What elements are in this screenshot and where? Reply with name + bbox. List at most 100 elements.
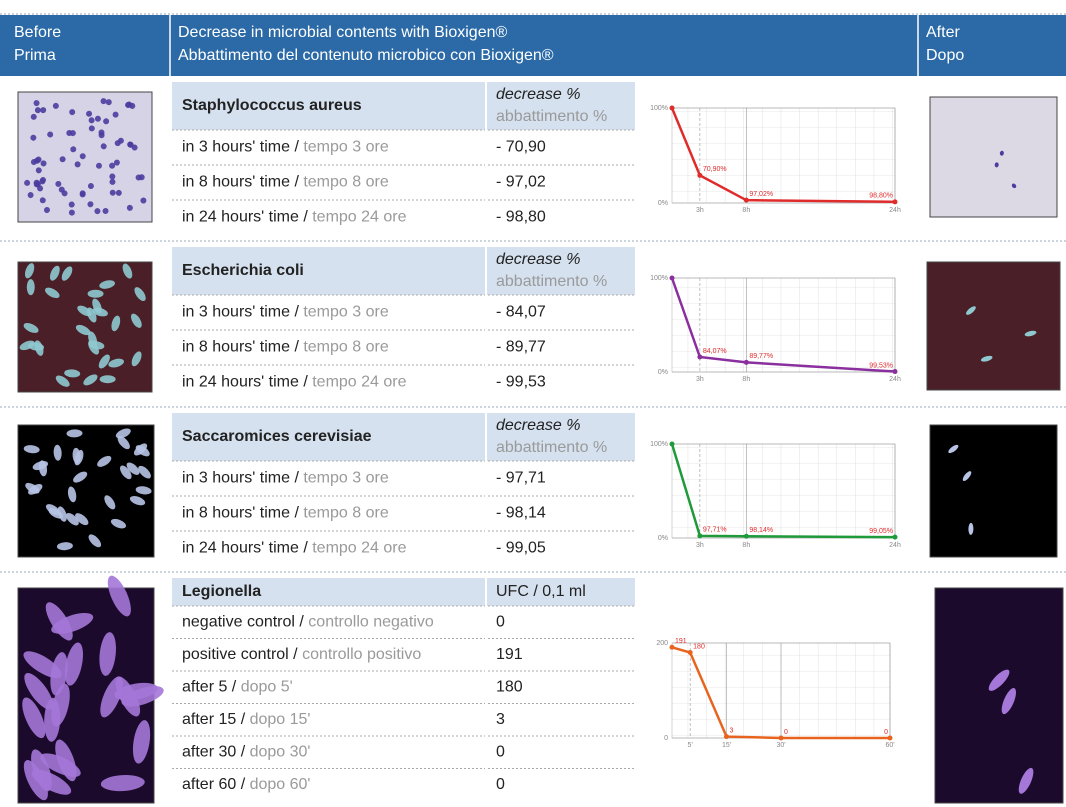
data-point [893, 535, 898, 540]
data-point [893, 369, 898, 374]
label-en: in 24 hours' time / [182, 209, 312, 226]
row-value: - 70,90 [496, 139, 546, 156]
unit: decrease % [496, 417, 581, 434]
x-tick-label: 24h [889, 376, 901, 383]
after-image [935, 588, 1063, 803]
y-tick-label: 0% [658, 200, 668, 207]
label-en: in 3 hours' time / [182, 139, 303, 156]
data-point [888, 736, 893, 741]
point-label: 70,90% [703, 166, 727, 173]
row-value: - 99,05 [496, 540, 546, 557]
x-tick-label: 8h [742, 376, 750, 383]
row-value: 3 [496, 711, 505, 728]
label-it: tempo 3 ore [303, 304, 388, 321]
label-en: negative control / [182, 613, 308, 630]
label-it: tempo 3 ore [303, 470, 388, 487]
label-it: tempo 24 ore [312, 540, 406, 557]
row-label: after 15 / dopo 15' [182, 711, 310, 728]
cell [115, 140, 121, 146]
data-point [697, 355, 702, 360]
photo [935, 588, 1063, 803]
data-point [744, 360, 749, 365]
row-value: - 97,02 [496, 174, 546, 191]
row-label: in 3 hours' time / tempo 3 ore [182, 304, 389, 321]
data-point [697, 173, 702, 178]
point-label: 98,14% [749, 527, 773, 534]
y-tick-label: 0% [658, 535, 668, 542]
label-it: tempo 3 ore [303, 139, 388, 156]
point-label: 84,07% [703, 348, 727, 355]
after-image [927, 262, 1060, 390]
data-point [744, 198, 749, 203]
chart-grid [672, 108, 895, 203]
row-value: 0 [496, 776, 505, 793]
label-en: in 3 hours' time / [182, 470, 303, 487]
unit: decrease % [496, 86, 581, 103]
label-en: in 3 hours' time / [182, 304, 303, 321]
organism-name: Legionella [182, 583, 261, 600]
data-point [670, 442, 675, 447]
photo [927, 262, 1060, 390]
row-value: - 89,77 [496, 339, 546, 356]
after-image [930, 425, 1057, 557]
x-tick-label: 8h [742, 207, 750, 214]
label-en: in 8 hours' time / [182, 339, 303, 356]
cell [88, 290, 104, 298]
label-en: in 24 hours' time / [182, 374, 312, 391]
row-label: in 24 hours' time / tempo 24 ore [182, 374, 407, 391]
page: Before Prima Decrease in microbial conte… [0, 0, 1066, 807]
before-image [18, 425, 154, 557]
row-label: in 8 hours' time / tempo 8 ore [182, 174, 389, 191]
label-it: tempo 24 ore [312, 209, 406, 226]
point-label: 180 [693, 643, 705, 650]
label-it: tempo 8 ore [303, 339, 388, 356]
row-value: - 84,07 [496, 304, 546, 321]
unit: decrease % [496, 251, 581, 268]
point-label: 191 [675, 638, 687, 645]
label-en: after 5 / [182, 678, 241, 695]
row-label: after 5 / dopo 5' [182, 678, 293, 695]
row-value: 180 [496, 678, 523, 695]
label-en: after 15 / [182, 711, 250, 728]
row-label: in 24 hours' time / tempo 24 ore [182, 209, 407, 226]
header-bar [0, 15, 1066, 76]
row-value: - 99,53 [496, 374, 546, 391]
label-it: dopo 5' [241, 678, 293, 695]
x-tick-label: 8h [742, 542, 750, 549]
before-image [18, 573, 166, 804]
y-tick-label: 200 [656, 640, 668, 647]
x-tick-label: 30' [776, 742, 785, 749]
label-it: controllo negativo [308, 613, 434, 630]
point-label: 97,02% [749, 191, 773, 198]
cell [27, 279, 35, 295]
data-point [670, 106, 675, 111]
row-value: 0 [496, 613, 505, 630]
x-tick-label: 15' [722, 742, 731, 749]
x-tick-label: 24h [889, 207, 901, 214]
y-tick-label: 100% [650, 105, 668, 112]
label-it: tempo 8 ore [303, 505, 388, 522]
row-label: in 24 hours' time / tempo 24 ore [182, 540, 407, 557]
label-en: in 8 hours' time / [182, 174, 303, 191]
data-point [688, 650, 693, 655]
before-image [18, 92, 152, 222]
label-it: controllo positivo [302, 646, 421, 663]
header-after: After [926, 24, 960, 41]
organism-name: Saccaromices cerevisiae [182, 428, 372, 445]
row-label: after 30 / dopo 30' [182, 743, 310, 760]
point-label: 0 [884, 729, 888, 736]
after-image [930, 97, 1057, 217]
label-it: tempo 8 ore [303, 174, 388, 191]
row-value: - 98,80 [496, 209, 546, 226]
row-label: in 3 hours' time / tempo 3 ore [182, 470, 389, 487]
data-point [744, 534, 749, 539]
label-it: dopo 15' [250, 711, 311, 728]
point-label: 0 [784, 729, 788, 736]
before-image [18, 262, 152, 392]
label-it: tempo 24 ore [312, 374, 406, 391]
y-tick-label: 0% [658, 369, 668, 376]
row-value: - 98,14 [496, 505, 546, 522]
row-label: after 60 / dopo 60' [182, 776, 310, 793]
y-tick-label: 0 [664, 735, 668, 742]
point-label: 89,77% [749, 353, 773, 360]
